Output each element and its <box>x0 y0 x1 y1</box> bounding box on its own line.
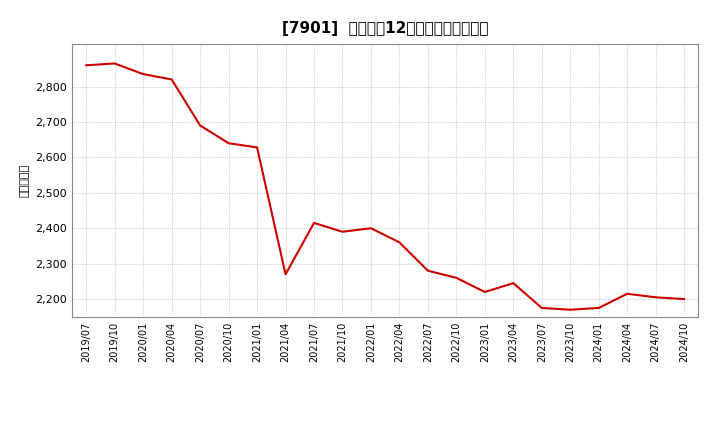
Title: [7901]  売上高の12か月移動合計の推移: [7901] 売上高の12か月移動合計の推移 <box>282 21 488 36</box>
Y-axis label: （百万円）: （百万円） <box>20 164 30 197</box>
